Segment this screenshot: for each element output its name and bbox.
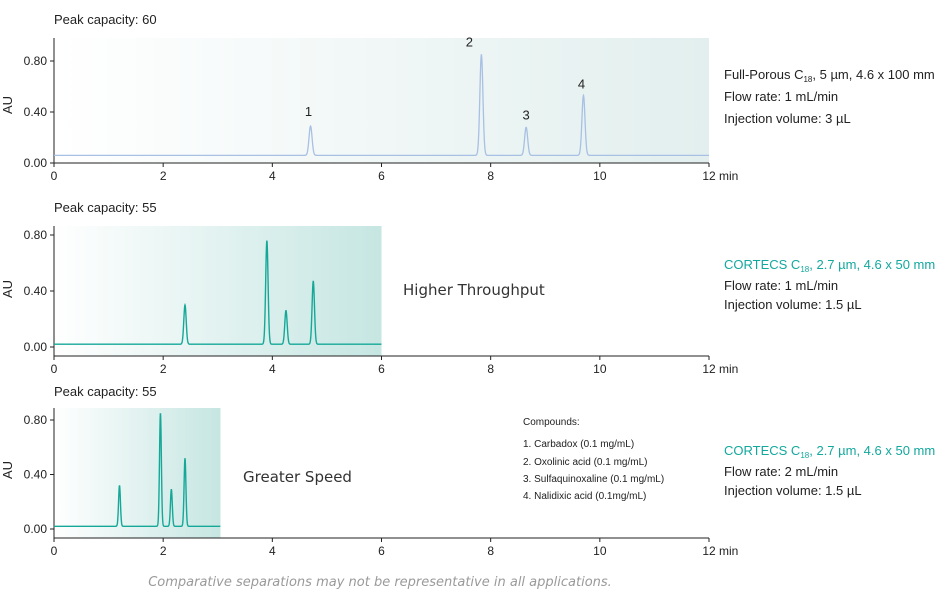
compound-item-2: 2. Oxolinic acid (0.1 mg/mL) — [523, 457, 648, 468]
panel-2-info: CORTECS C18, 2.7 µm, 4.6 x 50 mm Flow ra… — [724, 257, 935, 312]
panel-1-trace — [54, 54, 709, 156]
y-tick-label: 0.00 — [24, 340, 48, 354]
panel-1-shade — [54, 38, 709, 163]
panel-2-injection-volume: Injection volume: 1.5 µL — [724, 297, 862, 312]
panel-1-column-text: Full-Porous C18, 5 µm, 4.6 x 100 mm — [724, 67, 935, 84]
panel-1-peak-capacity: Peak capacity: 60 — [54, 12, 157, 27]
y-tick-label: 0.40 — [24, 468, 48, 482]
y-tick-label: 0.00 — [24, 156, 48, 170]
panel-2-y-axis-label: AU — [0, 280, 15, 298]
x-tick-label: 10 — [593, 362, 607, 376]
x-tick-label: 12 — [702, 362, 716, 376]
panel-3-shade — [54, 408, 221, 538]
x-tick-label: 8 — [487, 169, 494, 183]
panel-2-axes: 0 2 4 6 8 10 12 min 0.00 0.40 0.80 — [24, 226, 738, 376]
panel-3-column-text: CORTECS C18, 2.7 µm, 4.6 x 50 mm — [724, 443, 935, 460]
panel-1-flow-rate: Flow rate: 1 mL/min — [724, 89, 838, 104]
y-tick-label: 0.80 — [24, 228, 48, 242]
x-unit-label: min — [719, 169, 738, 183]
panel-3-info: CORTECS C18, 2.7 µm, 4.6 x 50 mm Flow ra… — [724, 443, 935, 498]
panel-2: Peak capacity: 55 AU 0 2 4 6 8 10 12 min 0.00 0.4… — [0, 200, 935, 376]
y-tick-label: 0.80 — [24, 54, 48, 68]
x-tick-label: 6 — [378, 362, 385, 376]
panel-3-axes: 0 2 4 6 8 10 12 min 0.00 0.40 0.80 — [24, 408, 738, 558]
peak-label-1: 1 — [305, 104, 312, 119]
panel-2-peak-capacity: Peak capacity: 55 — [54, 200, 157, 215]
x-tick-label: 0 — [51, 362, 58, 376]
footnote: Comparative separations may not be repre… — [148, 575, 612, 590]
panel-1-injection-volume: Injection volume: 3 µL — [724, 111, 851, 126]
panel-1: Peak capacity: 60 AU 0 2 4 6 8 10 12 min0.000.4… — [0, 12, 935, 183]
x-tick-label: 6 — [378, 169, 385, 183]
panel-1-peak-labels: 1 2 3 4 — [305, 35, 585, 123]
x-unit-label: min — [719, 544, 738, 558]
panel-1-y-axis-label: AU — [0, 96, 15, 114]
panel-3-y-axis-label: AU — [0, 461, 15, 479]
y-tick-label: 0.40 — [24, 105, 48, 119]
panel-2-column-text: CORTECS C18, 2.7 µm, 4.6 x 50 mm — [724, 257, 935, 274]
panel-3-peak-capacity: Peak capacity: 55 — [54, 384, 157, 399]
panel-3-injection-volume: Injection volume: 1.5 µL — [724, 483, 862, 498]
y-tick-label: 0.00 — [24, 522, 48, 536]
x-tick-label: 4 — [269, 169, 276, 183]
panel-3: Peak capacity: 55 AU 0 2 4 6 8 10 12 min 0.00 0.4… — [0, 384, 935, 558]
panel-1-info: Full-Porous C18, 5 µm, 4.6 x 100 mm Flow… — [724, 67, 935, 126]
x-tick-label: 4 — [269, 544, 276, 558]
x-tick-label: 12 — [702, 544, 716, 558]
compounds-title: Compounds: — [523, 417, 580, 428]
compound-item-4: 4. Nalidixic acid (0.1mg/mL) — [523, 491, 646, 502]
panel-3-annotation: Greater Speed — [243, 468, 352, 486]
x-tick-label: 0 — [51, 544, 58, 558]
panel-2-trace — [54, 240, 382, 345]
x-tick-label: 2 — [160, 362, 167, 376]
x-tick-label: 12 — [702, 169, 716, 183]
compound-item-3: 3. Sulfaquinoxaline (0.1 mg/mL) — [523, 474, 664, 485]
y-tick-label: 0.80 — [24, 413, 48, 427]
panel-2-flow-rate: Flow rate: 1 mL/min — [724, 278, 838, 293]
x-tick-label: 8 — [487, 362, 494, 376]
compound-item-1: 1. Carbadox (0.1 mg/mL) — [523, 439, 634, 450]
peak-label-4: 4 — [578, 76, 585, 91]
x-tick-label: 6 — [378, 544, 385, 558]
x-tick-label: 8 — [487, 544, 494, 558]
x-tick-label: 10 — [593, 169, 607, 183]
panel-2-shade — [54, 226, 382, 356]
panel-2-annotation: Higher Throughput — [403, 281, 545, 299]
x-tick-label: 2 — [160, 169, 167, 183]
y-tick-label: 0.40 — [24, 284, 48, 298]
x-tick-label: 10 — [593, 544, 607, 558]
peak-label-2: 2 — [466, 35, 473, 50]
x-unit-label: min — [719, 362, 738, 376]
panel-3-flow-rate: Flow rate: 2 mL/min — [724, 464, 838, 479]
peak-label-3: 3 — [523, 107, 530, 122]
x-tick-label: 4 — [269, 362, 276, 376]
x-tick-label: 2 — [160, 544, 167, 558]
compounds-legend: Compounds: 1. Carbadox (0.1 mg/mL) 2. Ox… — [523, 417, 664, 502]
x-tick-label: 0 — [51, 169, 58, 183]
panel-3-trace — [54, 413, 221, 527]
